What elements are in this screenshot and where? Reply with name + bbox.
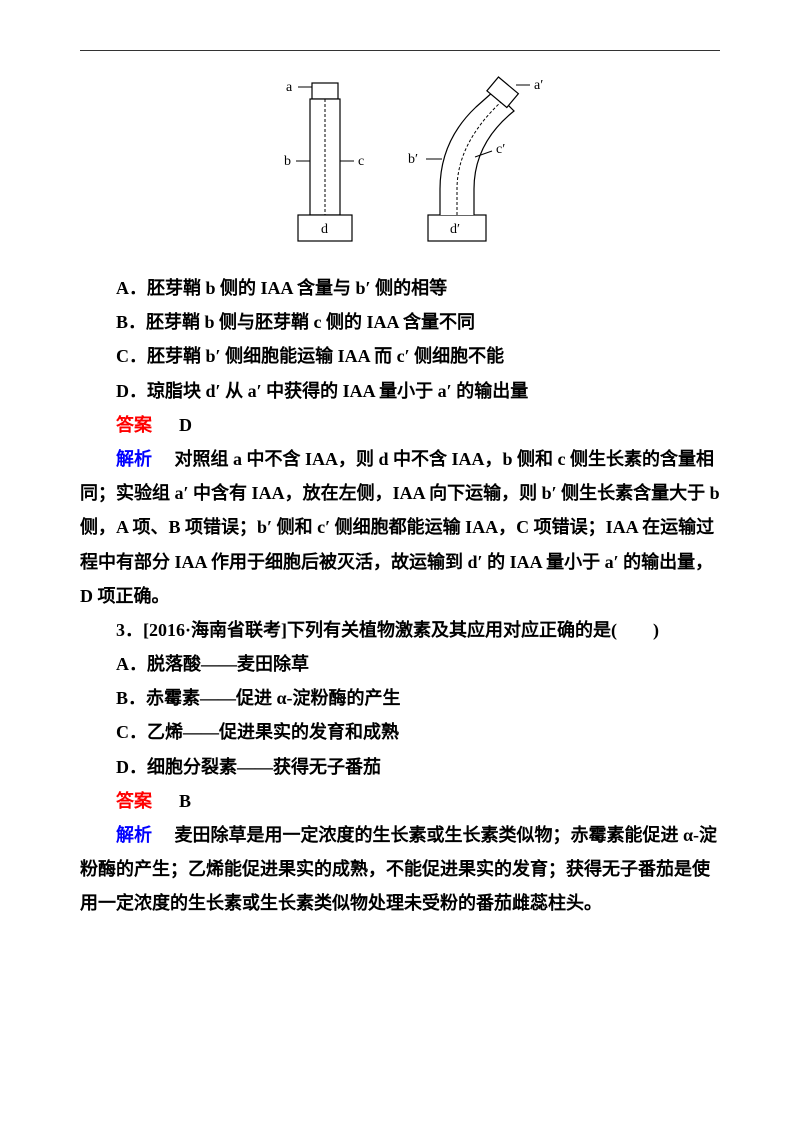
figure-container: a b c d d′ a′ — [80, 71, 720, 251]
q3-exp-label: 解析 — [116, 825, 152, 845]
diagram-svg: a b c d d′ a′ — [250, 71, 550, 251]
q2-option-a: A．胚芽鞘 b 侧的 IAA 含量与 b′ 侧的相等 — [80, 271, 720, 305]
label-c: c — [358, 154, 364, 169]
q2-option-d: D．琼脂块 d′ 从 a′ 中获得的 IAA 量小于 a′ 的输出量 — [80, 374, 720, 408]
q3-stem: 3．[2016·海南省联考]下列有关植物激素及其应用对应正确的是( ) — [80, 613, 720, 647]
q2-option-b: B．胚芽鞘 b 侧与胚芽鞘 c 侧的 IAA 含量不同 — [80, 305, 720, 339]
q3-answer-value: B — [179, 791, 191, 811]
q2-answer-line: 答案 D — [80, 408, 720, 442]
q2-answer-label: 答案 — [116, 415, 152, 435]
left-top-cap — [312, 83, 338, 99]
q2-exp-text: 对照组 a 中不含 IAA，则 d 中不含 IAA，b 侧和 c 侧生长素的含量… — [80, 449, 720, 606]
label-b: b — [284, 154, 291, 169]
q3-stem-post: 下列有关植物激素及其应用对应正确的是( ) — [287, 620, 659, 640]
q3-option-b: B．赤霉素——促进 α-淀粉酶的产生 — [80, 681, 720, 715]
label-dp: d′ — [450, 222, 460, 237]
q2-exp-label: 解析 — [116, 449, 152, 469]
label-d: d — [321, 222, 328, 237]
q3-option-d: D．细胞分裂素——获得无子番茄 — [80, 750, 720, 784]
header-rule — [80, 50, 720, 51]
q3-answer-label: 答案 — [116, 791, 152, 811]
q2-explanation: 解析 对照组 a 中不含 IAA，则 d 中不含 IAA，b 侧和 c 侧生长素… — [80, 442, 720, 613]
label-ap: a′ — [534, 78, 543, 93]
document-page: a b c d d′ a′ — [0, 0, 800, 1132]
q3-option-a: A．脱落酸——麦田除草 — [80, 647, 720, 681]
label-a: a — [286, 80, 293, 95]
q2-answer-value: D — [179, 415, 192, 435]
q3-stem-pre: 3．[2016·海南省联考] — [116, 620, 287, 640]
label-bp: b′ — [408, 152, 418, 167]
q3-exp-text: 麦田除草是用一定浓度的生长素或生长素类似物；赤霉素能促进 α-淀粉酶的产生；乙烯… — [80, 825, 717, 913]
q3-explanation: 解析 麦田除草是用一定浓度的生长素或生长素类似物；赤霉素能促进 α-淀粉酶的产生… — [80, 818, 720, 921]
q3-option-c: C．乙烯——促进果实的发育和成熟 — [80, 715, 720, 749]
q2-option-c: C．胚芽鞘 b′ 侧细胞能运输 IAA 而 c′ 侧细胞不能 — [80, 339, 720, 373]
label-cp: c′ — [496, 142, 505, 157]
q3-answer-line: 答案 B — [80, 784, 720, 818]
